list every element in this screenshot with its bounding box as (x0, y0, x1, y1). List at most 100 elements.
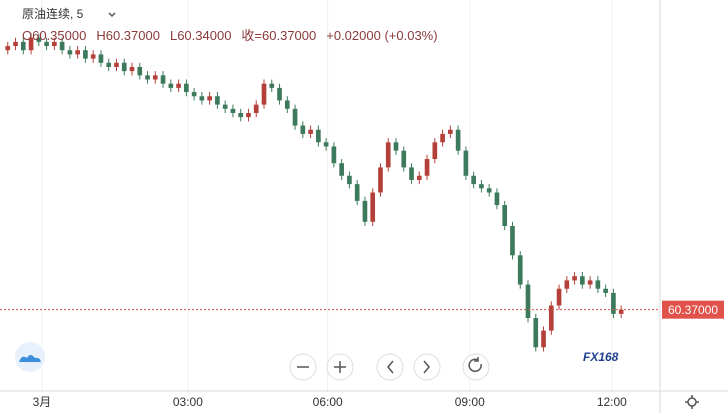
candle-body (385, 142, 391, 168)
candle-body (222, 104, 228, 109)
scroll-left-button[interactable] (376, 353, 404, 381)
candle-body (98, 54, 104, 63)
candle-body (261, 83, 267, 105)
candle-body (230, 108, 236, 113)
gear-teeth (685, 395, 699, 409)
candle-body (207, 96, 212, 101)
x-tick-label: 09:00 (455, 395, 485, 409)
candle-body (67, 50, 73, 55)
settings-button[interactable] (685, 395, 699, 409)
dropdown-icon[interactable] (108, 12, 116, 18)
candle-body (611, 292, 616, 314)
candle-body (238, 112, 244, 118)
candle-body (486, 188, 492, 193)
candle-body (572, 276, 577, 281)
plus-icon (334, 361, 346, 373)
scroll-right-button[interactable] (413, 353, 441, 381)
candle-body (184, 83, 189, 93)
candle-body (440, 133, 445, 143)
candle-body (114, 62, 119, 67)
candle-body (152, 75, 158, 80)
candle-body (339, 163, 344, 176)
candle-body (300, 125, 306, 134)
candle-body (564, 280, 570, 289)
candle-body (215, 96, 220, 105)
candle-body (533, 318, 539, 348)
candle-body (471, 175, 476, 185)
candle-body (479, 184, 484, 189)
candle-body (106, 62, 112, 67)
candle-body (494, 192, 500, 206)
candle-body (409, 167, 414, 180)
candle-body (556, 288, 562, 306)
candle-body (145, 75, 150, 80)
x-tick-label: 3月 (33, 395, 52, 409)
grid (41, 0, 613, 391)
candle-body (517, 255, 523, 285)
candle-body (580, 276, 585, 285)
instrument-title: 原油连续, 5 (22, 6, 84, 21)
candles (5, 33, 624, 352)
candle-body (28, 37, 34, 51)
ohlc-value: H60.37000 (96, 28, 160, 43)
candle-body (618, 309, 624, 314)
candle-body (424, 159, 430, 176)
candle-body (525, 284, 531, 319)
candle-body (52, 41, 57, 47)
candle-body (121, 62, 127, 72)
candle-body (168, 83, 174, 88)
candle-body (463, 150, 469, 176)
candle-body (13, 41, 18, 47)
candle-body (75, 50, 80, 55)
x-tick-label: 03:00 (173, 395, 203, 409)
candle-body (362, 200, 368, 222)
candle-body (176, 83, 181, 88)
candle-body (416, 175, 422, 180)
reset-button[interactable] (462, 353, 490, 381)
candle-body (448, 129, 453, 134)
candle-body (393, 142, 399, 151)
last-price-label: 60.37000 (668, 303, 718, 317)
candle-body (510, 225, 515, 256)
ohlc-value: O60.35000 (22, 28, 86, 43)
last-price-tag (662, 300, 724, 319)
candle-body (323, 142, 329, 147)
ohlc-legend: O60.35000 H60.37000 L60.34000 收=60.37000 +0.… (22, 28, 438, 43)
candle-body (269, 83, 275, 88)
candle-body (595, 280, 601, 289)
candle-body (59, 41, 65, 51)
candle-body (354, 184, 360, 201)
candle-body (199, 96, 205, 101)
candle-body (83, 50, 88, 59)
ohlc-value: 收=60.37000 (241, 28, 316, 43)
reset-icon (468, 357, 482, 372)
watermark: FX168 (583, 350, 619, 364)
candle-body (277, 87, 282, 101)
candle-body (5, 46, 11, 51)
left-icon (387, 360, 394, 374)
candle-body (401, 150, 407, 168)
candle-body (292, 108, 298, 126)
candle-body (44, 41, 49, 47)
x-tick-label: 12:00 (597, 395, 627, 409)
x-tick-label: 06:00 (313, 395, 343, 409)
candle-body (603, 288, 608, 293)
candle-body (36, 37, 42, 42)
candle-body (129, 66, 135, 72)
candle-body (541, 330, 546, 348)
candle-body (347, 175, 352, 185)
candle-body (378, 167, 383, 193)
logo-cloud (19, 355, 41, 362)
candle-body (331, 146, 337, 164)
candle-body (370, 192, 376, 222)
candle-body (432, 142, 438, 160)
candle-body (90, 54, 96, 59)
candle-body (137, 66, 143, 76)
candle-body (455, 129, 461, 151)
candle-body (308, 129, 313, 134)
candle-body (284, 100, 290, 109)
logo[interactable] (15, 342, 45, 372)
candle-body (316, 129, 321, 143)
candle-body (20, 41, 26, 51)
